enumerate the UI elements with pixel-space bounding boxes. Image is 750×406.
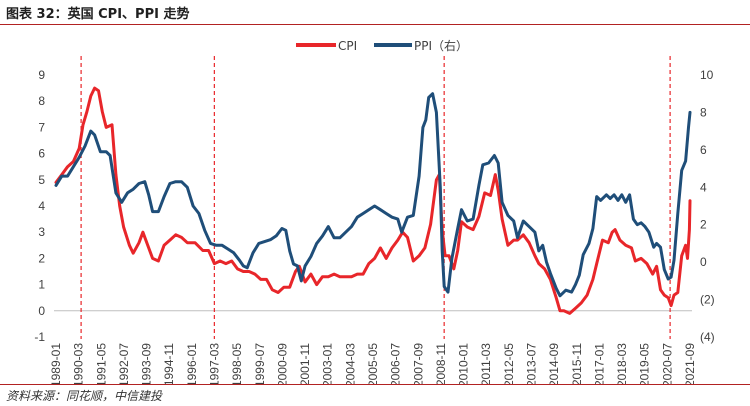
- left-tick-label: 1: [38, 278, 45, 292]
- left-tick-label: 2: [38, 251, 45, 265]
- left-tick-label: 4: [38, 199, 45, 213]
- x-tick-label: 2011-03: [479, 343, 493, 384]
- source-note: 资料来源：同花顺，中信建投: [6, 389, 163, 403]
- x-tick-label: 1993-09: [140, 343, 154, 384]
- cpi-series-line: [54, 86, 692, 315]
- x-tick-label: 1994-11: [162, 343, 176, 384]
- legend-cpi-label: CPI: [338, 39, 357, 53]
- x-tick-label: 1998-05: [230, 343, 244, 384]
- ppi-series-line: [54, 92, 692, 298]
- legend-ppi-label: PPI（右）: [414, 38, 468, 53]
- right-tick-label: 2: [700, 218, 707, 232]
- x-tick-label: 2006-07: [389, 343, 403, 384]
- x-tick-label: 1991-05: [94, 343, 108, 384]
- x-tick-label: 1992-07: [117, 343, 131, 384]
- right-tick-label: (4): [700, 330, 715, 344]
- x-tick-label: 2015-11: [570, 343, 584, 384]
- left-tick-label: 6: [38, 147, 45, 161]
- x-axis-ticks: 1989-01 1990-03 1991-05 1992-07 1993-09 1994-…: [49, 343, 697, 384]
- right-tick-label: 8: [700, 105, 707, 119]
- x-tick-label: 2010-01: [457, 343, 471, 384]
- x-tick-label: 2000-09: [275, 343, 289, 384]
- x-tick-label: 2004-03: [343, 343, 357, 384]
- left-tick-label: 5: [38, 173, 45, 187]
- left-tick-label: 8: [38, 94, 45, 108]
- left-tick-label: 3: [38, 225, 45, 239]
- series-group: [54, 86, 692, 315]
- left-tick-label: 9: [38, 68, 45, 82]
- left-tick-label: 0: [38, 304, 45, 318]
- right-tick-label: (2): [700, 293, 715, 307]
- top-rule: [0, 24, 750, 25]
- x-tick-label: 2013-07: [525, 343, 539, 384]
- legend: CPI PPI（右）: [296, 38, 468, 53]
- x-tick-label: 2017-01: [592, 343, 606, 384]
- right-tick-label: 4: [700, 180, 707, 194]
- right-tick-label: 10: [700, 68, 714, 82]
- x-tick-label: 2008-11: [434, 343, 448, 384]
- x-tick-label: 1990-03: [72, 343, 86, 384]
- event-marker-group: [80, 56, 671, 339]
- x-tick-label: 2019-05: [638, 343, 652, 384]
- x-tick-label: 2003-01: [321, 343, 335, 384]
- x-tick-label: 2001-11: [298, 343, 312, 384]
- figure-title: 图表 32：英国 CPI、PPI 走势: [6, 7, 190, 22]
- x-tick-label: 2012-05: [502, 343, 516, 384]
- right-tick-label: 0: [700, 255, 707, 269]
- x-tick-label: 2018-03: [615, 343, 629, 384]
- left-tick-label: -1: [34, 330, 45, 344]
- x-tick-label: 2007-09: [411, 343, 425, 384]
- x-tick-label: 2014-09: [547, 343, 561, 384]
- line-chart: -1 0 1 2 3 4 5 6 7 8 9 (4) (2) 0 2 4 6 8 10 1989-01 1990-0…: [34, 38, 715, 384]
- x-tick-label: 1997-03: [208, 343, 222, 384]
- x-tick-label: 2005-05: [366, 343, 380, 384]
- x-tick-label: 1999-07: [253, 343, 267, 384]
- left-tick-label: 7: [38, 120, 45, 134]
- x-tick-label: 2020-07: [660, 343, 674, 384]
- x-tick-label: 1989-01: [49, 343, 63, 384]
- right-axis-ticks: (4) (2) 0 2 4 6 8 10: [700, 68, 715, 344]
- bottom-rule: [0, 384, 750, 385]
- x-tick-label: 2021-09: [683, 343, 697, 384]
- x-tick-label: 1996-01: [185, 343, 199, 384]
- left-axis-ticks: -1 0 1 2 3 4 5 6 7 8 9: [34, 68, 45, 344]
- right-tick-label: 6: [700, 143, 707, 157]
